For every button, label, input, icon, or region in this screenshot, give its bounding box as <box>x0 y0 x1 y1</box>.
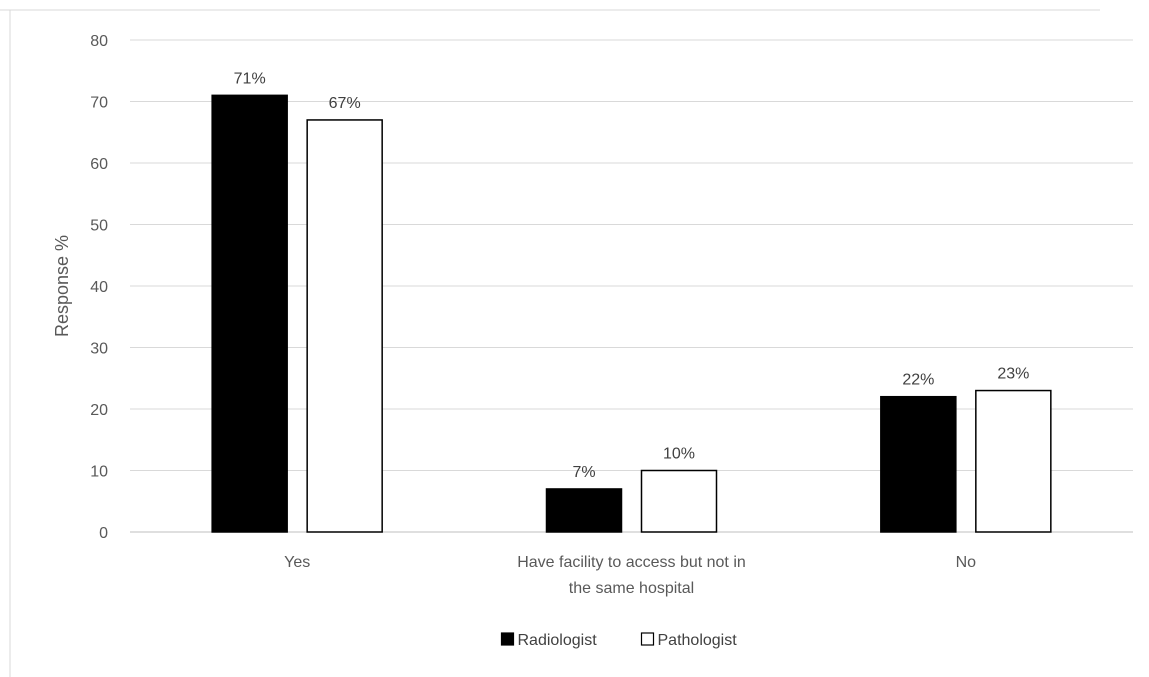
data-label: 23% <box>997 366 1029 383</box>
y-tick-label: 80 <box>90 33 108 50</box>
y-tick-label: 0 <box>99 525 108 542</box>
gridlines <box>130 39 1133 533</box>
bar <box>211 94 288 533</box>
y-axis-title: Response % <box>52 235 72 337</box>
data-label: 7% <box>572 464 595 481</box>
y-tick-label: 70 <box>90 95 108 112</box>
bar <box>880 395 957 533</box>
y-tick-label: 40 <box>90 279 108 296</box>
y-tick-label: 30 <box>90 341 108 358</box>
data-label: 71% <box>234 70 266 87</box>
legend-swatch <box>500 632 515 646</box>
bar <box>640 469 718 533</box>
x-category-label: No <box>956 554 977 571</box>
x-category-label: Have facility to access but not in <box>517 554 746 571</box>
legend-swatch <box>640 632 655 646</box>
legend-label: Radiologist <box>518 632 598 649</box>
x-axis-categories: Yes Have facility to access but not in the… <box>284 554 976 597</box>
legend-label: Pathologist <box>658 632 738 649</box>
x-category-label: the same hospital <box>569 580 694 597</box>
bar <box>306 119 383 533</box>
bar <box>975 389 1052 533</box>
y-tick-label: 50 <box>90 218 108 235</box>
y-tick-label: 10 <box>90 464 108 481</box>
bar <box>545 488 623 533</box>
data-labels: 71% 67% 7% 10% 22% 23% <box>234 70 1030 481</box>
x-category-label: Yes <box>284 554 310 571</box>
y-tick-label: 20 <box>90 402 108 419</box>
data-label: 22% <box>902 372 934 389</box>
bars <box>211 94 1052 533</box>
data-label: 10% <box>663 446 695 463</box>
y-axis-ticks: 0 10 20 30 40 50 60 70 80 <box>90 33 108 542</box>
legend: Radiologist Pathologist <box>500 632 738 649</box>
y-tick-label: 60 <box>90 156 108 173</box>
data-label: 67% <box>329 95 361 112</box>
